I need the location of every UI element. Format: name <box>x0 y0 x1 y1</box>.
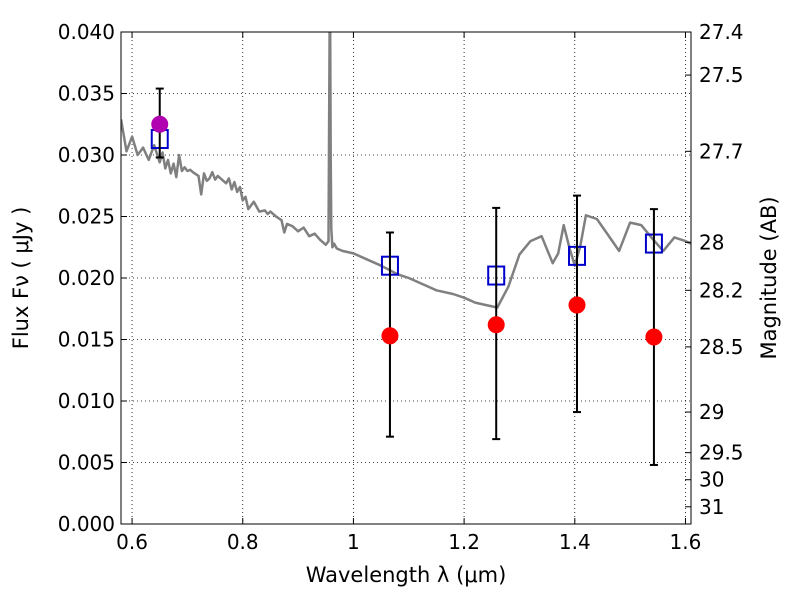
observed-photometry-point <box>487 316 505 334</box>
y-tick-label: 0.005 <box>58 451 115 475</box>
x-tick-label: 0.8 <box>227 530 259 554</box>
y-tick-label: 0.035 <box>58 82 115 106</box>
y-tick-label: 0.000 <box>58 512 115 536</box>
y2-tick-label: 31 <box>699 495 724 519</box>
y-tick-label: 0.040 <box>58 20 115 44</box>
y-axis-title: Flux Fν ( μJy ) <box>9 207 33 350</box>
observed-photometry-point <box>381 327 399 345</box>
optical-detection-point <box>151 115 169 133</box>
x-tick-label: 1.4 <box>559 530 591 554</box>
plot-area <box>121 32 691 466</box>
y-tick-label: 0.015 <box>58 328 115 352</box>
y2-tick-label: 29 <box>699 400 724 424</box>
y2-axis-title: Magnitude (AB) <box>757 196 781 359</box>
y-tick-label: 0.020 <box>58 266 115 290</box>
y2-tick-label: 30 <box>699 468 724 492</box>
y2-tick-label: 28 <box>699 230 724 254</box>
sed-model-line <box>121 32 691 309</box>
series-layer <box>121 32 691 466</box>
y-tick-label: 0.030 <box>58 143 115 167</box>
x-tick-label: 0.6 <box>116 530 148 554</box>
x-axis-title: Wavelength λ (μm) <box>306 563 507 587</box>
x-tick-label: 1.2 <box>448 530 480 554</box>
x-tick-label: 1.6 <box>670 530 702 554</box>
y2-tick-label: 27.4 <box>699 20 744 44</box>
observed-photometry-point <box>645 328 663 346</box>
y-tick-label: 0.010 <box>58 389 115 413</box>
y2-tick-label: 28.5 <box>699 335 744 359</box>
y2-tick-label: 27.5 <box>699 63 744 87</box>
y-tick-label: 0.025 <box>58 205 115 229</box>
observed-photometry-point <box>568 296 586 314</box>
y2-tick-label: 29.5 <box>699 441 744 465</box>
ticks: 0.6 0.8 1 1.2 1.4 1.6 0.000 0.005 0.010 0.015 0.02… <box>58 20 744 554</box>
x-tick-label: 1 <box>347 530 360 554</box>
y2-tick-label: 27.7 <box>699 139 744 163</box>
y2-tick-label: 28.2 <box>699 278 744 302</box>
